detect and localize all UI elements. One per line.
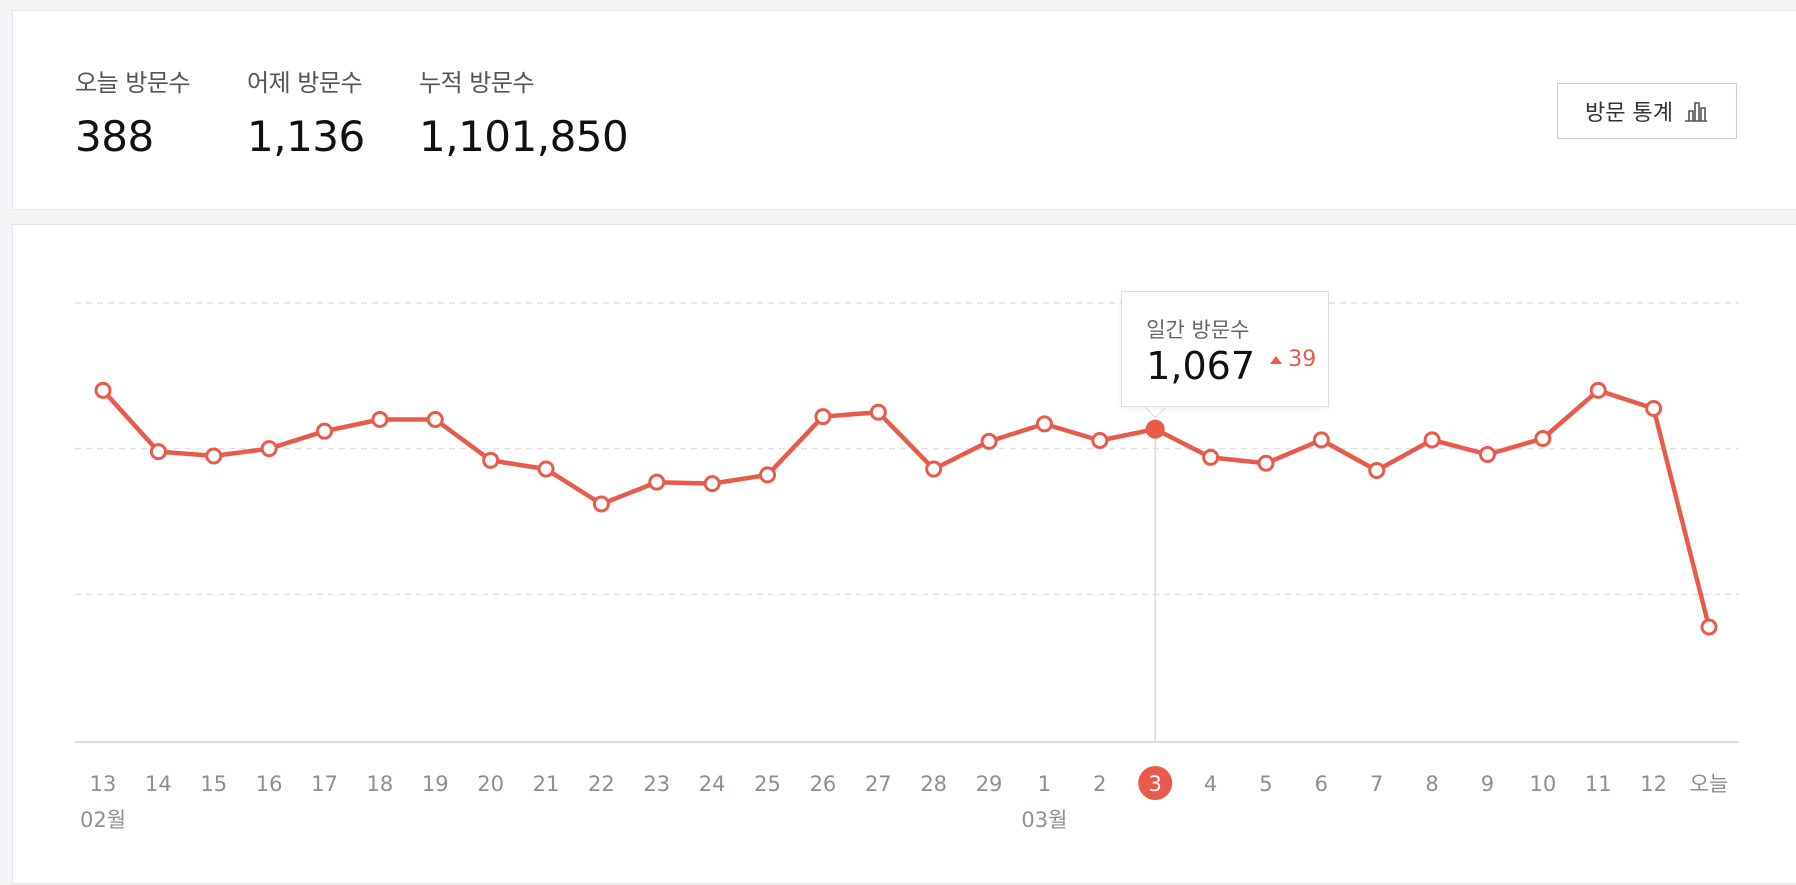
- data-point[interactable]: [1035, 415, 1053, 433]
- data-point[interactable]: [1589, 381, 1607, 399]
- bar-chart-icon: [1684, 102, 1707, 122]
- active-tick-badge: [1138, 766, 1173, 800]
- data-point[interactable]: [1534, 429, 1552, 447]
- data-point[interactable]: [1478, 445, 1496, 463]
- yesterday-visits-stat: 어제 방문수 1,136: [247, 63, 365, 161]
- x-tick-label[interactable]: 18: [367, 772, 394, 796]
- chart-card: 13 14 15 16 17 18 19 20 21 22 23 24 25 26 27 28 29 1 2 3 4 5 6…: [12, 224, 1796, 884]
- yesterday-visits-value: 1,136: [247, 112, 365, 161]
- x-tick-label[interactable]: 26: [810, 772, 837, 796]
- x-tick-label[interactable]: 7: [1370, 772, 1383, 796]
- data-point-highlighted[interactable]: [1145, 419, 1165, 439]
- today-visits-value: 388: [75, 112, 154, 161]
- x-axis-ticks: 13 14 15 16 17 18 19 20 21 22 23 24 25 26 27 28 29 1 2 3 4 5 6…: [80, 766, 1728, 832]
- x-tick-label[interactable]: 4: [1204, 772, 1217, 796]
- grid-lines: [75, 302, 1739, 743]
- data-point[interactable]: [814, 408, 832, 426]
- x-tick-label[interactable]: 11: [1585, 772, 1612, 796]
- data-point[interactable]: [260, 440, 278, 458]
- tooltip-value: 1,067: [1146, 344, 1255, 389]
- x-tick-label[interactable]: 8: [1425, 772, 1438, 796]
- data-point[interactable]: [1257, 454, 1275, 472]
- data-point[interactable]: [1368, 462, 1386, 480]
- x-tick-label[interactable]: 27: [865, 772, 892, 796]
- x-tick-label[interactable]: 29: [976, 772, 1003, 796]
- x-tick-label[interactable]: 28: [920, 772, 947, 796]
- x-tick-label[interactable]: 25: [754, 772, 781, 796]
- total-visits-value: 1,101,850: [419, 112, 629, 161]
- series-line: [100, 388, 1712, 630]
- data-point[interactable]: [371, 411, 389, 429]
- data-point[interactable]: [925, 460, 943, 478]
- today-visits-label: 오늘 방문수: [75, 69, 191, 97]
- tooltip-delta: 39: [1270, 347, 1316, 372]
- data-point[interactable]: [1700, 618, 1718, 636]
- visit-stats-button[interactable]: 방문 통계: [1557, 83, 1737, 139]
- data-point[interactable]: [1091, 432, 1109, 450]
- data-point[interactable]: [482, 451, 500, 469]
- data-point[interactable]: [1645, 399, 1663, 417]
- data-point[interactable]: [149, 443, 167, 461]
- x-tick-label[interactable]: 14: [145, 772, 172, 796]
- data-point[interactable]: [316, 422, 334, 440]
- x-tick-label[interactable]: 15: [200, 772, 227, 796]
- x-tick-label[interactable]: 22: [588, 772, 615, 796]
- x-tick-label[interactable]: 20: [477, 772, 504, 796]
- triangle-up-icon: [1270, 355, 1283, 364]
- data-point[interactable]: [980, 432, 998, 450]
- x-tick-label[interactable]: 17: [311, 772, 338, 796]
- summary-card: 오늘 방문수 388 어제 방문수 1,136 누적 방문수 1,101,850…: [12, 10, 1796, 210]
- x-tick-label[interactable]: 19: [422, 772, 449, 796]
- x-tick-label[interactable]: 23: [643, 772, 670, 796]
- x-tick-label[interactable]: 12: [1640, 772, 1667, 796]
- data-point[interactable]: [426, 411, 444, 429]
- x-tick-label[interactable]: 21: [533, 772, 560, 796]
- x-tick-label[interactable]: 6: [1315, 772, 1328, 796]
- x-tick-label[interactable]: 1: [1038, 772, 1051, 796]
- visits-line-chart: 13 14 15 16 17 18 19 20 21 22 23 24 25 26 27 28 29 1 2 3 4 5 6…: [75, 302, 1739, 832]
- data-point[interactable]: [703, 475, 721, 493]
- x-tick-label[interactable]: 오늘: [1690, 772, 1729, 796]
- yesterday-visits-label: 어제 방문수: [247, 69, 363, 97]
- month-label: 03월: [1021, 808, 1067, 832]
- x-tick-label[interactable]: 5: [1259, 772, 1272, 796]
- x-tick-label[interactable]: 16: [256, 772, 283, 796]
- x-tick-label[interactable]: 13: [90, 772, 117, 796]
- x-tick-label[interactable]: 2: [1093, 772, 1106, 796]
- data-point[interactable]: [592, 495, 610, 513]
- total-visits-stat: 누적 방문수 1,101,850: [419, 63, 629, 161]
- data-points: [94, 381, 1718, 636]
- data-point[interactable]: [648, 473, 666, 491]
- total-visits-label: 누적 방문수: [419, 69, 535, 97]
- today-visits-stat: 오늘 방문수 388: [75, 63, 191, 161]
- data-point[interactable]: [1423, 431, 1441, 449]
- data-point[interactable]: [205, 447, 223, 465]
- data-point[interactable]: [537, 460, 555, 478]
- data-point[interactable]: [759, 466, 777, 484]
- x-tick-label[interactable]: 24: [699, 772, 726, 796]
- x-tick-label[interactable]: 10: [1529, 772, 1556, 796]
- data-point[interactable]: [1312, 431, 1330, 449]
- month-label: 02월: [80, 808, 126, 832]
- x-tick-label[interactable]: 9: [1481, 772, 1494, 796]
- data-point[interactable]: [1202, 448, 1220, 466]
- data-point[interactable]: [869, 403, 887, 421]
- data-point[interactable]: [94, 381, 112, 399]
- visit-stats-button-label: 방문 통계: [1585, 101, 1673, 126]
- x-tick-label[interactable]: 3: [1149, 772, 1162, 796]
- series-line-layer: [100, 388, 1712, 630]
- tooltip-title: 일간 방문수: [1146, 318, 1250, 343]
- tooltip: 일간 방문수 1,067 39: [1121, 291, 1330, 408]
- tooltip-delta-value: 39: [1288, 347, 1317, 373]
